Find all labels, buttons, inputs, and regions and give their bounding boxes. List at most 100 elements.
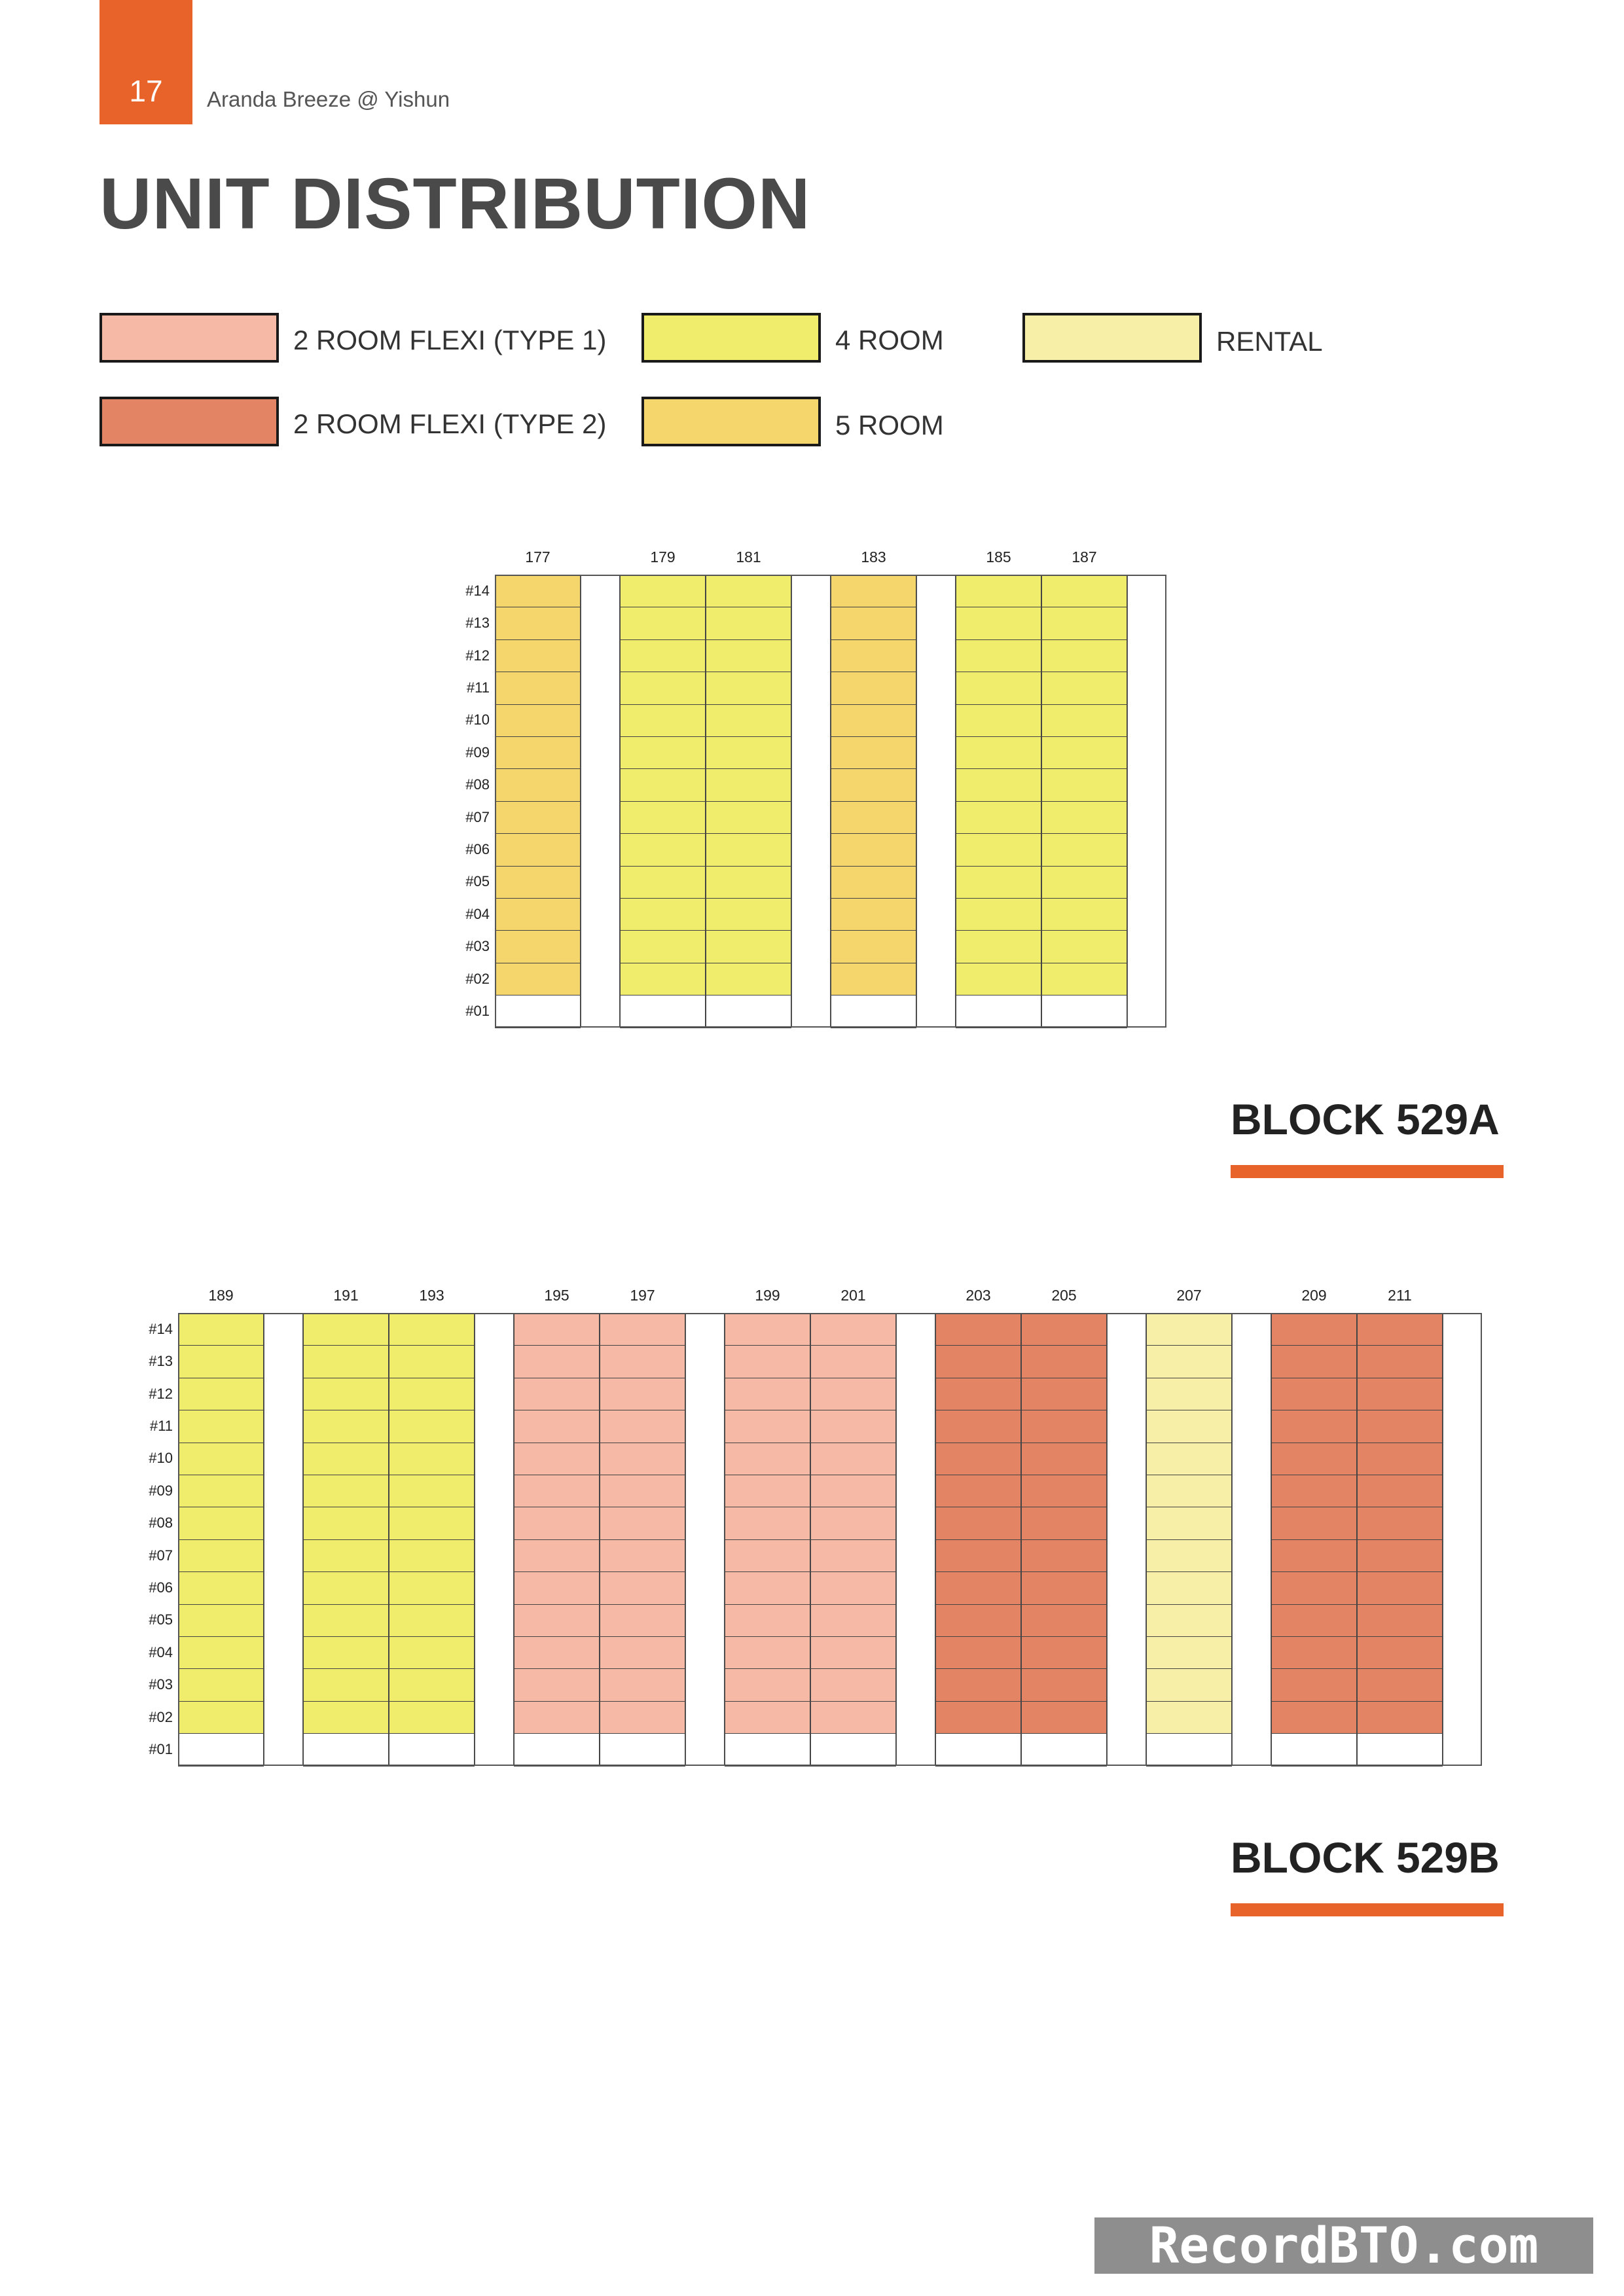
floor-label: #03 — [149, 1676, 173, 1693]
unit-cell — [706, 962, 791, 996]
unit-cell — [389, 1668, 475, 1702]
unit-cell — [831, 575, 916, 608]
unit-cell — [1146, 1410, 1232, 1443]
unit-cell — [706, 865, 791, 899]
unit-cell — [1041, 995, 1127, 1028]
unit-cell — [1357, 1700, 1443, 1734]
unit-cell — [495, 704, 581, 737]
unit-cell — [495, 575, 581, 608]
unit-cell — [495, 800, 581, 834]
floor-label: #14 — [465, 582, 490, 599]
unit-cell — [600, 1636, 685, 1670]
unit-cell — [620, 672, 706, 705]
unit-number: 177 — [525, 548, 550, 565]
unit-cell — [810, 1475, 896, 1508]
unit-cell — [935, 1604, 1021, 1637]
unit-cell — [303, 1604, 389, 1637]
legend-label: 2 ROOM FLEXI (TYPE 2) — [293, 408, 607, 439]
floor-label: #09 — [149, 1482, 173, 1499]
unit-cell — [831, 704, 916, 737]
unit-cell — [1146, 1733, 1232, 1767]
unit-cell — [514, 1636, 600, 1670]
unit-cell — [1357, 1668, 1443, 1702]
unit-cell — [1146, 1475, 1232, 1508]
watermark-text: RecordBTO.com — [1149, 2216, 1539, 2274]
unit-cell — [178, 1539, 264, 1573]
unit-cell — [1021, 1377, 1107, 1411]
unit-cell — [935, 1668, 1021, 1702]
unit-cell — [514, 1507, 600, 1540]
unit-cell — [514, 1539, 600, 1573]
unit-cell — [706, 736, 791, 770]
unit-cell — [725, 1700, 810, 1734]
unit-cell — [303, 1377, 389, 1411]
unit-number: 181 — [736, 548, 761, 565]
unit-cell — [389, 1733, 475, 1767]
unit-cell — [495, 962, 581, 996]
unit-cell — [303, 1571, 389, 1605]
unit-cell — [620, 833, 706, 867]
unit-cell — [178, 1700, 264, 1734]
unit-cell — [810, 1410, 896, 1443]
unit-cell — [389, 1571, 475, 1605]
unit-cell — [956, 833, 1041, 867]
unit-cell — [1357, 1507, 1443, 1540]
stairwell-gap — [1232, 1313, 1271, 1766]
unit-cell — [600, 1377, 685, 1411]
unit-cell — [706, 930, 791, 963]
unit-cell — [1041, 704, 1127, 737]
unit-cell — [303, 1733, 389, 1767]
unit-cell — [620, 607, 706, 640]
floor-label: #06 — [465, 840, 490, 857]
floor-label: #14 — [149, 1320, 173, 1337]
unit-cell — [178, 1442, 264, 1475]
unit-cell — [600, 1475, 685, 1508]
unit-cell — [303, 1700, 389, 1734]
unit-cell — [389, 1410, 475, 1443]
unit-cell — [831, 995, 916, 1028]
unit-cell — [725, 1345, 810, 1378]
unit-cell — [1041, 962, 1127, 996]
floor-label: #05 — [465, 873, 490, 890]
unit-cell — [389, 1345, 475, 1378]
unit-cell — [935, 1571, 1021, 1605]
stairwell-gap — [475, 1313, 514, 1766]
floor-label: #11 — [466, 679, 490, 696]
floor-label: #10 — [465, 711, 490, 728]
unit-cell — [1271, 1700, 1357, 1734]
unit-cell — [389, 1313, 475, 1346]
unit-cell — [725, 1733, 810, 1767]
unit-cell — [495, 736, 581, 770]
floor-label: #04 — [465, 905, 490, 922]
unit-number: 185 — [986, 548, 1011, 565]
unit-cell — [1021, 1604, 1107, 1637]
unit-number: 211 — [1388, 1287, 1412, 1304]
unit-cell — [810, 1733, 896, 1767]
unit-cell — [1041, 898, 1127, 931]
unit-number: 209 — [1301, 1287, 1327, 1304]
unit-cell — [1271, 1475, 1357, 1508]
unit-number: 193 — [419, 1287, 444, 1304]
unit-cell — [706, 833, 791, 867]
floor-label: #01 — [149, 1740, 173, 1757]
unit-cell — [1021, 1507, 1107, 1540]
unit-cell — [620, 865, 706, 899]
unit-cell — [935, 1733, 1021, 1767]
unit-cell — [725, 1313, 810, 1346]
unit-cell — [935, 1442, 1021, 1475]
unit-number: 187 — [1072, 548, 1097, 565]
floor-label: #13 — [465, 615, 490, 632]
legend-label: 5 ROOM — [835, 410, 944, 440]
unit-cell — [1271, 1571, 1357, 1605]
unit-cell — [725, 1571, 810, 1605]
block-underline-bar — [1231, 1903, 1504, 1916]
unit-cell — [706, 898, 791, 931]
unit-cell — [1146, 1507, 1232, 1540]
unit-cell — [1021, 1410, 1107, 1443]
unit-cell — [831, 800, 916, 834]
stairwell-gap — [916, 575, 956, 1028]
unit-cell — [956, 930, 1041, 963]
floor-label: #12 — [465, 647, 490, 664]
unit-cell — [600, 1700, 685, 1734]
unit-cell — [1271, 1410, 1357, 1443]
